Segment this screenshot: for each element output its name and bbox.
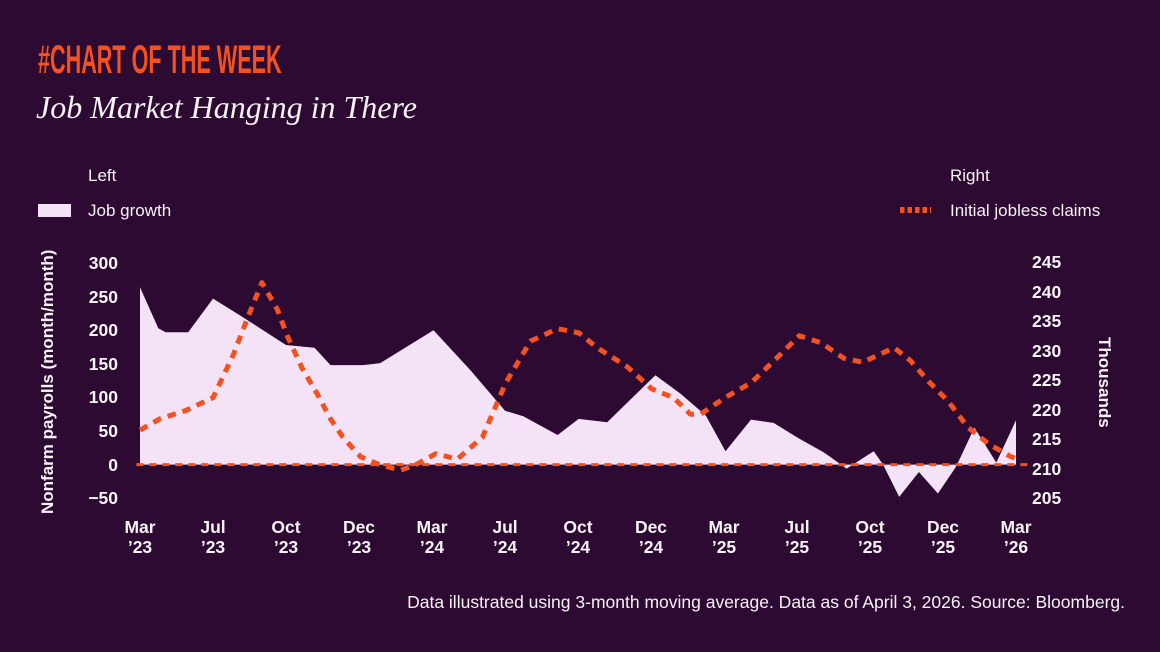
left-axis-tick-label: −50 <box>88 488 118 509</box>
x-tick-year: ’26 <box>1003 537 1029 557</box>
right-axis-tick-label: 215 <box>1032 429 1062 449</box>
x-tick-month: Oct <box>563 517 593 537</box>
x-tick-month: Mar <box>416 517 448 537</box>
right-axis-tick-label: 235 <box>1032 311 1062 331</box>
x-tick-month: Oct <box>271 517 301 537</box>
x-tick-month: Jul <box>784 517 810 537</box>
x-tick-year: ’23 <box>273 537 299 557</box>
x-tick-month: Mar <box>1000 517 1032 537</box>
x-axis-tick-label: Mar ’25 <box>687 517 761 557</box>
jobless-claims-line <box>138 280 1017 473</box>
left-axis-tick-label: 200 <box>88 320 118 341</box>
right-axis-tick-label: 210 <box>1032 458 1062 479</box>
x-axis-tick-label: Mar ’24 <box>395 517 469 557</box>
x-axis-tick-label: Dec ’23 <box>322 517 396 557</box>
x-tick-month: Dec <box>342 517 376 537</box>
x-tick-month: Mar <box>708 517 740 537</box>
x-axis-tick-label: Oct ’23 <box>249 517 323 557</box>
x-axis-tick-label: Jul ’24 <box>468 517 542 557</box>
x-tick-year: ’23 <box>127 537 153 557</box>
x-axis-tick-label: Oct ’25 <box>833 517 907 557</box>
x-axis-tick-label: Jul ’25 <box>760 517 834 557</box>
x-tick-month: Jul <box>492 517 518 537</box>
legend-job-growth-label: Job growth <box>88 201 172 220</box>
x-tick-year: ’24 <box>419 537 445 557</box>
right-axis-tick-label: 240 <box>1032 281 1062 302</box>
right-axis-tick-label: 245 <box>1032 252 1062 272</box>
x-tick-year: ’24 <box>492 537 518 557</box>
x-axis-tick-label: Oct ’24 <box>541 517 615 557</box>
legend-left-axis-label: Left <box>88 166 117 185</box>
x-tick-year: ’25 <box>784 537 810 557</box>
left-axis-tick-label: 300 <box>88 253 118 273</box>
right-axis-tick-label: 225 <box>1032 370 1062 390</box>
x-tick-year: ’25 <box>930 537 956 557</box>
x-tick-month: Dec <box>926 517 960 537</box>
x-tick-year: ’24 <box>638 537 664 557</box>
x-tick-month: Oct <box>855 517 885 537</box>
job-growth-area <box>140 287 1016 497</box>
left-axis-tick-label: 250 <box>88 286 118 307</box>
right-axis-tick-label: 220 <box>1032 399 1062 420</box>
x-axis-tick-label: Jul ’23 <box>176 517 250 557</box>
x-tick-year: ’23 <box>346 537 372 557</box>
jobless-claims-dotted-swatch-icon <box>900 207 931 213</box>
right-axis-tick-label: 205 <box>1032 488 1062 508</box>
left-axis-tick-label: 150 <box>88 353 118 374</box>
x-tick-month: Dec <box>634 517 668 537</box>
x-tick-month: Jul <box>200 517 226 537</box>
x-tick-year: ’24 <box>565 537 591 557</box>
x-tick-year: ’25 <box>857 537 883 557</box>
x-tick-year: ’25 <box>711 537 737 557</box>
x-axis-tick-label: Mar ’26 <box>979 517 1053 557</box>
x-axis-tick-label: Dec ’25 <box>906 517 980 557</box>
left-axis-tick-label: 0 <box>108 454 118 475</box>
job-growth-swatch-icon <box>38 204 71 217</box>
x-axis-tick-label: Dec ’24 <box>614 517 688 557</box>
legend-right-axis-label: Right <box>950 166 990 185</box>
left-axis-tick-label: 100 <box>88 387 118 408</box>
x-axis-tick-label: Mar ’23 <box>103 517 177 557</box>
source-note: Data illustrated using 3-month moving av… <box>407 592 1125 612</box>
right-axis-tick-label: 230 <box>1032 340 1062 361</box>
chart-title: Job Market Hanging in There <box>36 89 417 125</box>
x-tick-month: Mar <box>124 517 156 537</box>
x-tick-year: ’23 <box>200 537 226 557</box>
right-axis-title: Thousands <box>1095 336 1114 428</box>
kicker-hashtag-title: #CHART OF THE WEEK <box>38 38 282 82</box>
legend-jobless-claims-label: Initial jobless claims <box>950 201 1101 220</box>
left-axis-tick-label: 50 <box>98 421 118 441</box>
